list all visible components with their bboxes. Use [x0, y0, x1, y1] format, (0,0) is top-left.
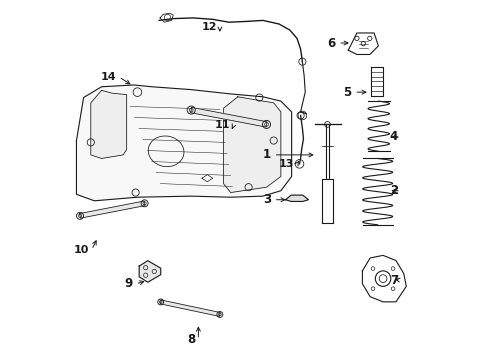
- Text: 9: 9: [124, 278, 133, 291]
- Ellipse shape: [148, 136, 184, 167]
- Text: 1: 1: [263, 148, 271, 161]
- Text: 14: 14: [100, 72, 116, 82]
- Polygon shape: [223, 97, 281, 193]
- Polygon shape: [286, 195, 309, 202]
- Text: 10: 10: [74, 245, 89, 255]
- Polygon shape: [76, 85, 292, 201]
- Polygon shape: [139, 261, 161, 282]
- Text: 3: 3: [263, 193, 271, 206]
- Text: 2: 2: [390, 184, 398, 197]
- Polygon shape: [191, 107, 267, 127]
- Text: 4: 4: [390, 130, 398, 144]
- Polygon shape: [79, 201, 145, 218]
- Text: 6: 6: [327, 36, 335, 50]
- Text: 5: 5: [343, 86, 351, 99]
- Polygon shape: [160, 300, 220, 316]
- Text: 13: 13: [279, 159, 294, 169]
- Text: 8: 8: [187, 333, 196, 346]
- Polygon shape: [91, 90, 126, 158]
- Text: 7: 7: [390, 274, 398, 287]
- Text: 11: 11: [215, 121, 231, 130]
- Text: 12: 12: [201, 22, 217, 32]
